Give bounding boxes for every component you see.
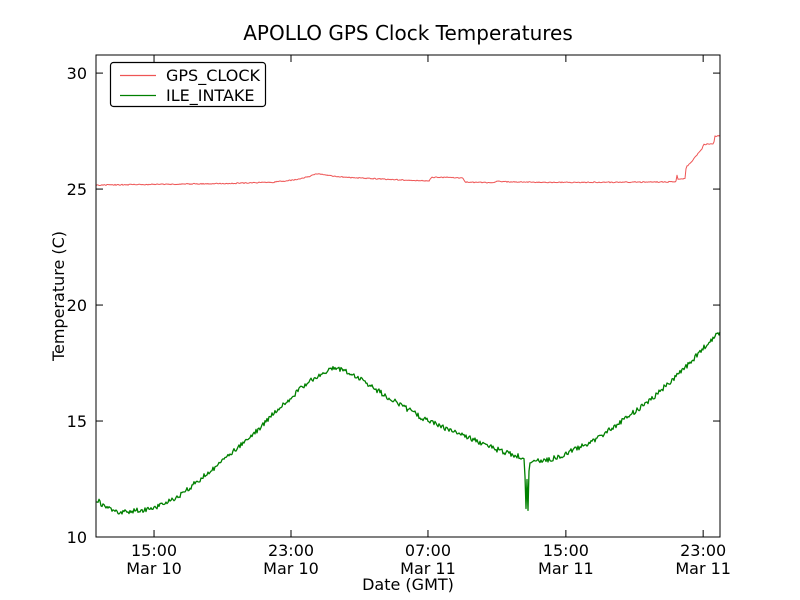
y-axis-label: Temperature (C) [49, 231, 68, 362]
legend-label-ile-intake: ILE_INTAKE [166, 86, 255, 106]
gps-clock-line [95, 134, 721, 187]
x-axis-label: Date (GMT) [362, 575, 454, 594]
x-tick-label-date: Mar 11 [675, 559, 731, 578]
x-tick-label-time: 07:00 [405, 541, 451, 560]
plot-border [95, 54, 721, 538]
x-tick-label-date: Mar 10 [126, 559, 182, 578]
ile-intake-line [96, 331, 721, 515]
x-tick-label-time: 23:00 [268, 541, 314, 560]
x-tick-label-date: Mar 10 [263, 559, 319, 578]
x-tick-label-time: 15:00 [543, 541, 589, 560]
y-tick-label: 10 [67, 528, 87, 547]
x-tick-label-time: 15:00 [131, 541, 177, 560]
x-tick-label-date: Mar 11 [400, 559, 456, 578]
chart-title: APOLLO GPS Clock Temperatures [243, 21, 573, 45]
y-tick-label: 15 [67, 412, 87, 431]
legend: GPS_CLOCK ILE_INTAKE [109, 61, 267, 108]
x-tick-label-time: 23:00 [680, 541, 726, 560]
y-tick-label: 20 [67, 296, 87, 315]
legend-label-gps-clock: GPS_CLOCK [166, 66, 260, 86]
x-tick-label-date: Mar 11 [538, 559, 594, 578]
y-tick-label: 25 [67, 180, 87, 199]
y-tick-label: 30 [67, 64, 87, 83]
